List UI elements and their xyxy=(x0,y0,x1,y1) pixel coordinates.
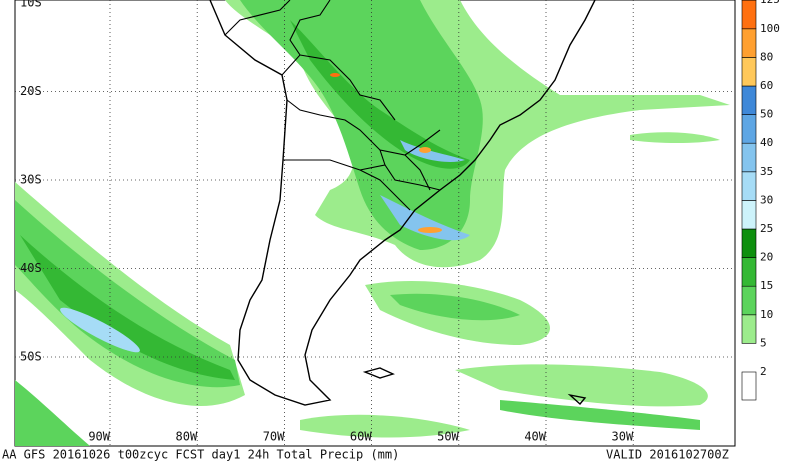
lon-label: 80W xyxy=(176,430,198,444)
colorbar-label: 80 xyxy=(760,50,773,63)
colorbar-label: 30 xyxy=(760,193,773,206)
graticule xyxy=(15,0,735,446)
footer-left: AA GFS 20161026 t00zcyc FCST day1 24h To… xyxy=(2,448,399,462)
colorbar-label: 125 xyxy=(760,0,780,6)
colorbar-label: 25 xyxy=(760,222,773,235)
lon-label: 90W xyxy=(88,430,110,444)
colorbar-label: 60 xyxy=(760,79,773,92)
colorbar-swatch xyxy=(741,85,757,115)
axis-labels: 10S 20S 30S 40S 50S 90W 80W 70W 60W 50W 40W 30W xyxy=(20,0,634,444)
precip-fields xyxy=(15,0,730,446)
lat-label: 10S xyxy=(20,0,42,10)
colorbar-swatch xyxy=(741,171,757,201)
lat-label: 20S xyxy=(20,84,42,98)
colorbar-swatch xyxy=(741,371,757,401)
colorbar-label: 10 xyxy=(760,308,773,321)
colorbar-swatch xyxy=(741,228,757,258)
colorbar-swatch xyxy=(741,57,757,87)
colorbar-label: 2 xyxy=(760,365,767,378)
footer-right: VALID 2016102700Z xyxy=(606,448,729,462)
colorbar-label: 35 xyxy=(760,165,773,178)
colorbar-label: 50 xyxy=(760,108,773,121)
colorbar-label: 5 xyxy=(760,336,767,349)
colorbar-swatch xyxy=(741,200,757,230)
colorbar-swatch xyxy=(741,257,757,287)
colorbar-swatch xyxy=(741,28,757,58)
colorbar-swatch xyxy=(741,0,757,30)
lon-label: 60W xyxy=(350,430,372,444)
lon-label: 30W xyxy=(612,430,634,444)
lon-label: 40W xyxy=(524,430,546,444)
colorbar-label: 40 xyxy=(760,136,773,149)
colorbar-swatch xyxy=(741,142,757,173)
colorbar-label: 20 xyxy=(760,251,773,264)
colorbar-swatch xyxy=(741,314,757,344)
lat-label: 30S xyxy=(20,173,42,187)
lon-label: 50W xyxy=(437,430,459,444)
lat-label: 50S xyxy=(20,350,42,364)
colorbar-swatch xyxy=(741,114,757,144)
colorbar-label: 15 xyxy=(760,279,773,292)
colorbar-label: 100 xyxy=(760,22,780,35)
lon-label: 70W xyxy=(263,430,285,444)
colorbar: 2510152025303540506080100125 xyxy=(741,0,780,401)
colorbar-swatch xyxy=(741,285,757,316)
lat-label: 40S xyxy=(20,261,42,275)
coastlines xyxy=(209,0,596,406)
